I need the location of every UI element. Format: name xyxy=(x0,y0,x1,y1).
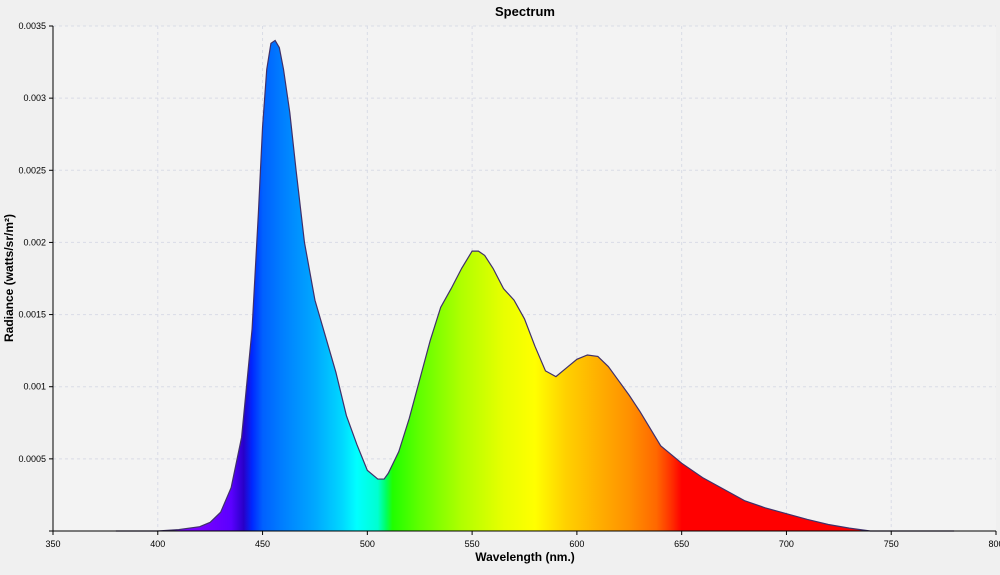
y-tick-label: 0.0025 xyxy=(18,165,46,175)
x-tick-label: 700 xyxy=(779,539,794,549)
y-tick-label: 0.0005 xyxy=(18,454,46,464)
x-tick-label: 650 xyxy=(674,539,689,549)
y-axis-title: Radiance (watts/sr/m²) xyxy=(2,214,16,342)
y-tick-label: 0.003 xyxy=(23,93,46,103)
y-tick-label: 0.002 xyxy=(23,237,46,247)
y-tick-label: 0.0035 xyxy=(18,21,46,31)
y-axis-ticks: 0.0005 0.001 0.0015 0.002 0.0025 0.003 0.0035 xyxy=(18,21,53,464)
x-tick-label: 350 xyxy=(45,539,60,549)
x-tick-label: 450 xyxy=(255,539,270,549)
x-tick-label: 500 xyxy=(360,539,375,549)
chart-title: Spectrum xyxy=(495,4,555,19)
x-axis-ticks: 350 400 450 500 550 600 650 700 750 800 xyxy=(45,531,1000,549)
x-tick-label: 550 xyxy=(465,539,480,549)
x-tick-label: 800 xyxy=(988,539,1000,549)
spectrum-line xyxy=(115,39,955,532)
x-tick-label: 750 xyxy=(884,539,899,549)
y-tick-label: 0.001 xyxy=(23,382,46,392)
x-tick-label: 600 xyxy=(569,539,584,549)
grid xyxy=(53,25,996,531)
axes xyxy=(49,26,996,535)
x-tick-label: 400 xyxy=(150,539,165,549)
x-axis-title: Wavelength (nm.) xyxy=(475,550,575,564)
y-tick-label: 0.0015 xyxy=(18,310,46,320)
